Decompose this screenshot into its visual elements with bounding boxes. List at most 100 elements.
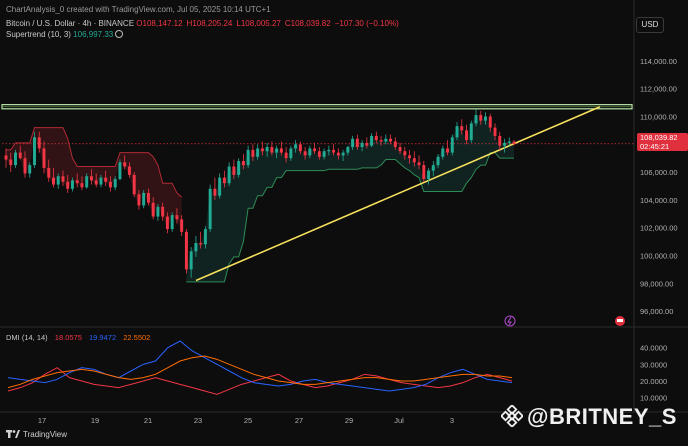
candle-body: [9, 159, 13, 166]
candle-body: [503, 142, 506, 146]
candle: [94, 173, 98, 188]
candle-body: [284, 152, 288, 159]
candle: [441, 145, 445, 160]
candle-body: [260, 148, 264, 152]
candle-body: [132, 174, 136, 195]
candle-body: [165, 216, 169, 230]
price-axis-label: 114,000.00: [640, 57, 677, 66]
time-axis-label: 3: [450, 416, 454, 425]
candle-body: [336, 152, 340, 156]
tradingview-logo[interactable]: TradingView: [6, 430, 67, 439]
author-watermark: @BRITNEY_S: [501, 404, 677, 430]
candle-body: [303, 151, 307, 156]
candle: [436, 154, 440, 168]
time-axis-label: 23: [194, 416, 202, 425]
candle-body: [170, 215, 174, 230]
supertrend-label: Supertrend (10, 3): [6, 30, 71, 39]
time-axis-label: 17: [38, 416, 46, 425]
candle: [137, 190, 141, 210]
candle: [450, 134, 454, 156]
low-value: L108,005.27: [236, 19, 281, 28]
price-axis-label: 106,000.00: [640, 168, 678, 177]
candle: [346, 145, 350, 156]
price-axis-label: 96,000.00: [640, 307, 673, 316]
candle-body: [346, 147, 350, 153]
candle-body: [265, 147, 269, 152]
candle-body: [42, 148, 46, 168]
candle: [374, 131, 378, 143]
time-axis-label: 21: [144, 416, 152, 425]
symbol-title-row: Bitcoin / U.S. Dollar · 4h · BINANCE O10…: [6, 19, 403, 28]
candle-body: [199, 242, 203, 245]
candle-body: [175, 215, 179, 220]
candle: [75, 173, 79, 188]
dmi-label: DMI (14, 14): [6, 333, 48, 342]
candle-body: [512, 141, 516, 144]
candle: [313, 142, 317, 154]
candle-body: [104, 177, 108, 182]
candle: [66, 174, 70, 193]
candle: [180, 215, 184, 237]
candle-body: [341, 152, 345, 156]
candle: [488, 113, 492, 132]
candle: [298, 141, 302, 154]
symbol-name[interactable]: Bitcoin / U.S. Dollar · 4h · BINANCE: [6, 19, 135, 28]
candle-body: [118, 162, 122, 180]
candle: [227, 162, 231, 186]
dmi-plus-value: 18.0575: [54, 333, 82, 342]
currency-button[interactable]: USD: [636, 17, 664, 33]
time-axis-label: 29: [345, 416, 353, 425]
candle-body: [417, 162, 421, 166]
candle: [99, 174, 103, 188]
candle: [336, 148, 340, 160]
candle: [498, 131, 502, 150]
candle: [18, 145, 22, 160]
candle-body: [431, 165, 435, 171]
candle-body: [384, 138, 388, 142]
candle-body: [52, 177, 55, 185]
candle-body: [427, 170, 431, 180]
candle-body: [213, 188, 217, 196]
price-axis-label: 102,000.00: [640, 224, 678, 233]
candle-body: [66, 181, 70, 189]
candle-body: [270, 147, 274, 153]
candle: [317, 147, 321, 160]
candle-body: [89, 176, 93, 181]
candle-body: [279, 148, 283, 153]
high-value: H108,205.24: [186, 19, 233, 28]
candle-body: [474, 115, 478, 124]
candle-body: [208, 188, 212, 230]
supertrend-legend[interactable]: Supertrend (10, 3) 106,997.33: [6, 30, 125, 39]
candle-body: [37, 137, 41, 149]
candle: [384, 134, 388, 145]
candle-body: [222, 177, 226, 184]
candle-body: [322, 151, 326, 157]
candle-body: [441, 148, 445, 157]
candle-body: [156, 206, 160, 217]
dmi-legend[interactable]: DMI (14, 14) 18.0575 19.9472 22.5502: [6, 333, 155, 342]
candle: [175, 208, 179, 224]
candle-body: [232, 166, 236, 175]
candle-body: [189, 251, 193, 270]
candle: [341, 149, 345, 161]
dmi-minus-value: 19.9472: [89, 333, 117, 342]
candle: [260, 141, 264, 156]
candle: [279, 141, 283, 156]
candle-body: [4, 155, 8, 160]
candle: [393, 137, 397, 150]
supertrend-value: 106,997.33: [73, 30, 114, 39]
candle: [327, 145, 331, 156]
candle-body: [56, 176, 60, 185]
candle: [484, 112, 487, 125]
candle: [218, 173, 222, 199]
candle: [289, 145, 293, 161]
candle-body: [498, 135, 502, 146]
candle-body: [460, 126, 464, 131]
time-axis-label: Jul: [394, 416, 404, 425]
candle-body: [465, 130, 468, 141]
candle-body: [241, 160, 245, 166]
candle: [275, 145, 279, 159]
visibility-icon[interactable]: [115, 30, 124, 38]
current-price-tag: 108,039.82 02:45:21: [637, 133, 688, 151]
